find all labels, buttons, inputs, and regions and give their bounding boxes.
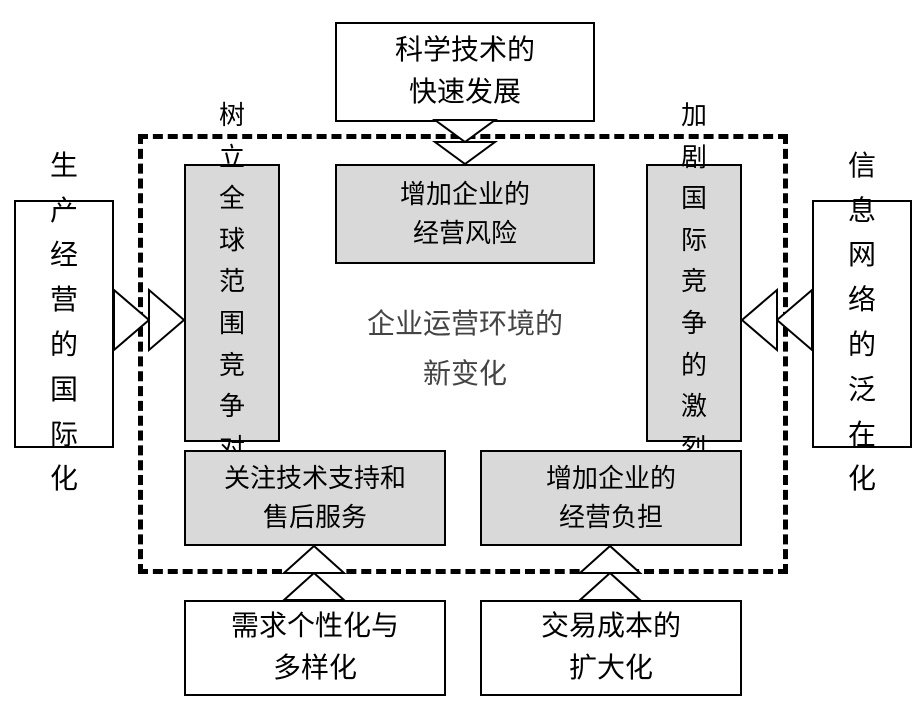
arrow-bottom-left-shape: [284, 546, 344, 600]
inner-left-text: 树立全球范围竞争对手: [219, 95, 245, 511]
inner-top-box: 增加企业的 经营风险: [335, 164, 595, 264]
outer-br-line2: 扩大化: [541, 648, 681, 690]
outer-bl-line2: 多样化: [231, 648, 399, 690]
inner-bottom-right-box: 增加企业的 经营负担: [480, 450, 742, 546]
inner-top-line2: 经营风险: [400, 214, 530, 253]
center-label: 企业运营环境的 新变化: [350, 300, 580, 401]
outer-top-line2: 快速发展: [395, 72, 535, 114]
inner-right-text: 加剧国际竞争的激烈性: [681, 95, 707, 511]
outer-top-line1: 科学技术的: [395, 30, 535, 72]
outer-left-box: 生产经营的国际化: [14, 200, 114, 448]
arrow-top-shape: [435, 120, 495, 164]
arrow-bottom-right-shape: [580, 546, 640, 600]
outer-right-box: 信息网络的泛在化: [812, 200, 912, 448]
outer-left-text: 生产经营的国际化: [50, 145, 78, 503]
inner-bottom-left-box: 关注技术支持和 售后服务: [184, 450, 446, 546]
inner-br-line1: 增加企业的: [546, 459, 676, 498]
center-line2: 新变化: [350, 350, 580, 400]
outer-bl-line1: 需求个性化与: [231, 606, 399, 648]
inner-br-line2: 经营负担: [546, 498, 676, 537]
inner-left-box: 树立全球范围竞争对手: [184, 164, 280, 442]
outer-top-box: 科学技术的 快速发展: [335, 22, 595, 122]
outer-br-line1: 交易成本的: [541, 606, 681, 648]
arrow-right-shape: [742, 290, 812, 350]
inner-top-line1: 增加企业的: [400, 175, 530, 214]
inner-bl-line2: 售后服务: [224, 498, 406, 537]
outer-bottom-right-box: 交易成本的 扩大化: [480, 600, 742, 696]
inner-right-box: 加剧国际竞争的激烈性: [646, 164, 742, 442]
diagram-canvas: 科学技术的 快速发展 生产经营的国际化 信息网络的泛在化 需求个性化与 多样化 …: [0, 0, 922, 714]
outer-bottom-left-box: 需求个性化与 多样化: [184, 600, 446, 696]
inner-bl-line1: 关注技术支持和: [224, 459, 406, 498]
arrow-left-shape: [114, 290, 184, 350]
center-line1: 企业运营环境的: [350, 300, 580, 350]
outer-right-text: 信息网络的泛在化: [848, 145, 876, 503]
